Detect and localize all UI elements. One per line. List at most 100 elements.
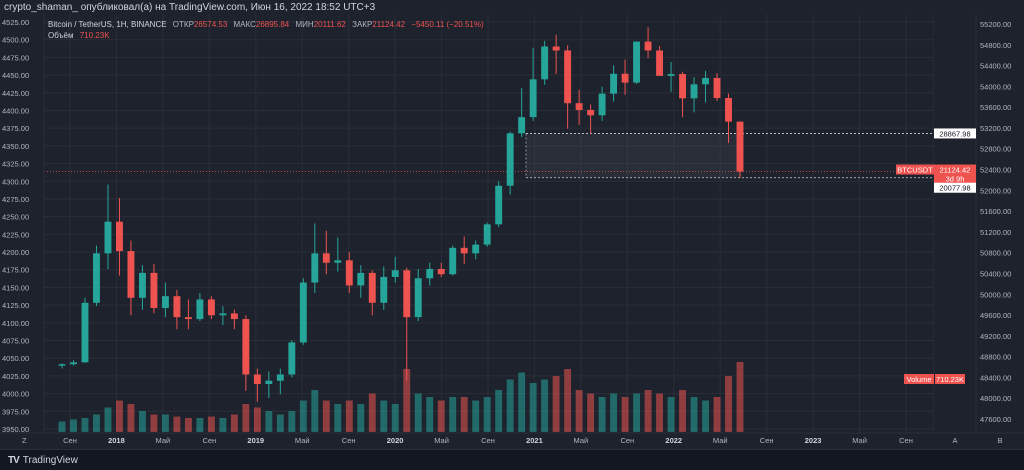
volume-bar [529,383,537,432]
candle-body [725,98,732,122]
candle-body [426,268,434,279]
time-tick-label: 2021 [526,436,543,445]
candle-body [437,268,445,275]
volume-bar [116,400,123,432]
candle-body [644,41,652,51]
left-tick-label: 4050.00 [2,354,29,363]
volume-bar [633,393,641,432]
candle-body [610,73,618,94]
right-tick-label: 50400.00 [980,269,1011,278]
high-value: 26895.84 [255,20,290,29]
last-price: 21124.42 [940,166,971,175]
time-tick-label: Май [434,436,449,445]
volume-tag-label: Volume [906,375,931,384]
ohlc-legend[interactable]: Bitcoin / TetherUS, 1H, BINANCE ОТКР2657… [48,20,484,29]
volume-bar [345,400,353,432]
volume-value: 710.23K [79,31,110,40]
time-axis-background [0,433,1024,449]
candle-body [598,93,606,116]
volume-bar [414,393,422,432]
time-tick-label: Сен [481,436,495,445]
candle-body [311,253,319,283]
open-value: 26574.53 [193,20,228,29]
time-tick-label: Сен [202,436,216,445]
symbol-tag: BTCUSDT [897,166,933,175]
range-box [44,133,934,179]
volume-bar [667,397,675,432]
candle-body [58,364,66,366]
left-tick-label: 4250.00 [2,213,29,222]
left-tick-label: 4000.00 [2,390,29,399]
time-tick-label: Май [156,436,171,445]
time-tick-label: 2020 [387,436,404,445]
volume-bar [219,418,227,432]
left-tick-label: 4450.00 [2,71,29,80]
candle-body [713,77,721,99]
time-tick-label: Май [574,436,589,445]
candle-body [587,109,595,116]
publisher-line: crypto_shaman_ опубликовал(а) на Trading… [4,2,376,13]
left-tick-label: 4325.00 [2,160,29,169]
volume-bar [426,397,434,432]
right-tick-label: 52800.00 [980,145,1011,154]
right-tick-label: 50000.00 [980,290,1011,299]
volume-bar [575,390,583,432]
volume-bar [207,416,215,432]
right-tick-label: 53200.00 [980,124,1011,133]
volume-legend[interactable]: Объём 710.23K [48,31,110,40]
left-tick-label: 4200.00 [2,248,29,257]
volume-bar [598,397,606,432]
corner-label-b: B [997,436,1002,445]
candle-body [81,302,89,363]
candle-body [70,362,77,365]
right-tick-label: 50800.00 [980,249,1011,258]
bottom-bar: TV TradingView [0,449,1024,470]
close-value: 21124.42 [372,20,406,29]
volume-bar [610,393,618,432]
volume-bar [713,397,721,432]
right-axis-background [934,14,1024,433]
volume-bar [656,393,664,432]
candle-body [184,317,192,320]
candle-body [621,73,629,83]
volume-tag-value: 710.23K [936,375,964,384]
volume-bar [644,390,652,432]
right-tick-label: 52400.00 [980,166,1011,175]
countdown-box [934,173,976,184]
volume-bar [403,369,411,432]
candle-body [690,84,698,99]
right-tick-label: 51600.00 [980,207,1011,216]
volume-tag-value-box [935,374,965,384]
volume-bar [725,376,732,432]
open-label: ОТКР [172,20,194,29]
volume-bar [322,400,330,432]
tradingview-logo[interactable]: TV TradingView [8,455,78,466]
candle-body [633,41,641,83]
time-axis[interactable]: Сен 2018 Май Сен 2019 Май Сен 2020 Май Сен 2021 Май… [0,432,1024,449]
volume-bar [564,369,572,432]
time-tick-label: Сен [342,436,356,445]
candle-body [414,278,422,318]
volume-bar [460,397,468,432]
symbol-title[interactable]: Bitcoin / TetherUS, 1H, BINANCE [48,20,167,29]
high-label: МАКС [233,20,256,29]
candle-body [736,121,744,172]
volume-bar [506,379,514,432]
left-tick-label: 4300.00 [2,177,29,186]
candle-body [138,272,146,298]
volume-bar [196,418,204,432]
volume-bar [276,414,284,432]
volume-bar [288,411,296,432]
candle-body [253,374,261,384]
volume-bar [690,397,698,432]
volume-bar [104,407,112,432]
volume-bar [334,404,342,432]
candle-body [564,50,572,104]
right-tick-label: 54400.00 [980,62,1011,71]
candle-body [380,276,388,303]
candle-body [541,46,549,80]
volume-bar [58,421,66,432]
right-price-axis[interactable]: 55200.00 54800.00 54400.00 54000.00 53600.00… [934,14,1024,433]
left-price-axis[interactable]: 4525.00 4500.00 4475.00 4450.00 4425.00 4400.… [0,14,45,434]
